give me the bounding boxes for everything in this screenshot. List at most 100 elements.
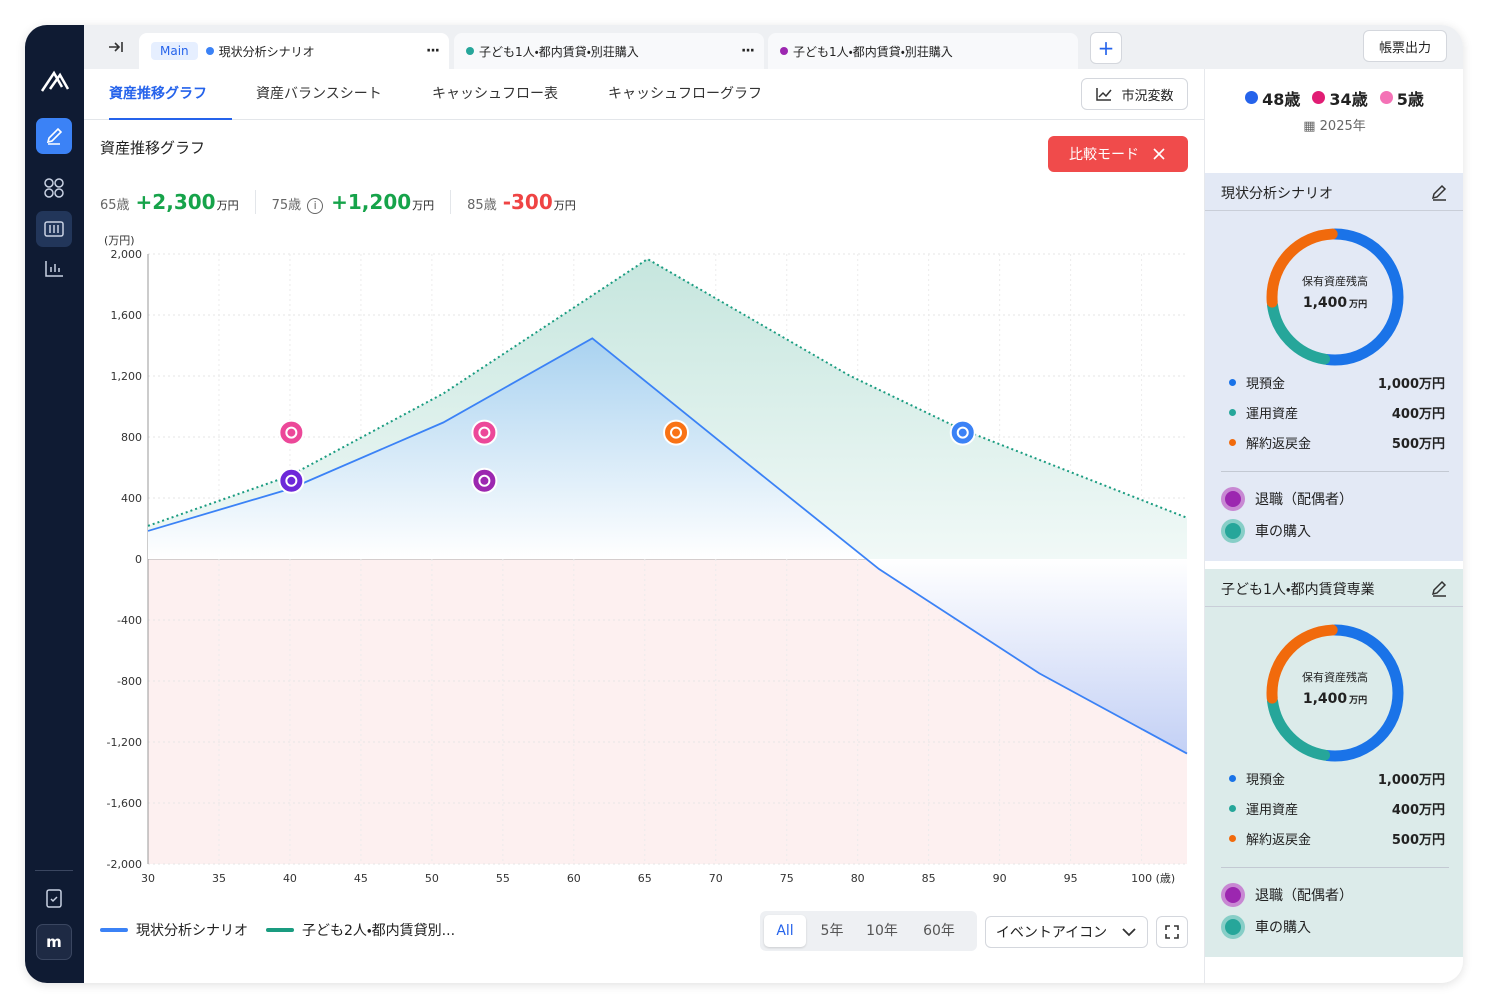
scenario-tab[interactable]: 子ども1人・都内賃貸・別荘購入 xyxy=(768,33,1078,69)
fullscreen-button[interactable] xyxy=(1156,916,1188,948)
card-title: 子ども1人・都内賃貸専業 xyxy=(1221,582,1375,598)
event-glyph xyxy=(285,426,298,439)
member-age: 5歳 xyxy=(1396,90,1424,109)
sub-tab[interactable]: キャッシュフローグラフ xyxy=(608,86,762,102)
compare-button[interactable]: 比較モード xyxy=(1048,136,1188,172)
scenario-tab[interactable]: 子ども1人・都内賃貸・別荘購入 ··· xyxy=(454,33,764,69)
range-group: All 5年 10年 60年 xyxy=(760,911,977,951)
donut-segment xyxy=(1266,228,1404,366)
asset-dot xyxy=(1229,835,1236,842)
event-row: 退職（配偶者） xyxy=(1221,487,1353,511)
asset-dot xyxy=(1229,439,1236,446)
legend-swatch xyxy=(266,928,294,932)
stat-age: 75歳 xyxy=(271,198,302,213)
event-dropdown[interactable]: イベントアイコン xyxy=(985,916,1148,948)
sub-tab[interactable]: 資産バランスシート xyxy=(256,86,382,102)
asset-dot xyxy=(1229,409,1236,416)
export-button[interactable]: 帳票出力 xyxy=(1363,30,1447,62)
donut-label: 保有資産残高 xyxy=(1302,670,1368,684)
task-nav[interactable] xyxy=(36,880,72,916)
x-tick-label: 80 xyxy=(851,872,865,885)
member-icon xyxy=(1312,91,1326,104)
x-tick-label: 100 xyxy=(1131,872,1152,885)
total-value: 1,400 xyxy=(1303,691,1348,707)
donut-total: 1,400 万円 xyxy=(1303,691,1367,707)
event-label: 車の購入 xyxy=(1255,524,1311,540)
asset-row: 現預金 1,000万円 xyxy=(1229,769,1445,788)
market-button[interactable]: 市況変数 xyxy=(1081,78,1188,110)
edit-nav[interactable] xyxy=(36,118,72,154)
y-tick-label: 1,600 xyxy=(111,309,143,322)
tab-label: 現状分析シナリオ xyxy=(218,44,315,59)
tab-label: 子ども1人・都内賃貸・別荘購入 xyxy=(793,44,953,59)
x-tick-label: 65 xyxy=(638,872,652,885)
event-badge xyxy=(1221,915,1245,939)
collapse-icon[interactable] xyxy=(106,37,126,57)
card-title: 現状分析シナリオ xyxy=(1221,186,1333,202)
event-icon[interactable] xyxy=(278,419,305,446)
range-button[interactable]: 60年 xyxy=(923,923,955,939)
avatar[interactable]: m xyxy=(36,924,72,960)
event-icon[interactable] xyxy=(663,419,690,446)
main-badge: Main xyxy=(151,42,198,60)
tab-label: 子ども1人・都内賃貸・別荘購入 xyxy=(479,44,639,59)
y-unit: (万円) xyxy=(104,234,135,247)
stat-value: -300 xyxy=(502,190,553,214)
y-tick-label: -1,600 xyxy=(107,797,142,810)
asset-dot xyxy=(1229,379,1236,386)
stats-row: 65歳 +2,300 万円 75歳 i +1,200 万円 85歳 -300 万円 xyxy=(100,187,592,217)
range-button[interactable]: 5年 xyxy=(820,923,844,939)
stat-value: +2,300 xyxy=(135,190,216,214)
event-glyph xyxy=(478,474,491,487)
sidebar: m xyxy=(25,25,84,983)
scenario-tab[interactable]: Main 現状分析シナリオ ··· xyxy=(139,33,449,69)
event-glyph xyxy=(956,426,969,439)
asset-row: 現預金 1,000万円 xyxy=(1229,373,1445,392)
event-marker xyxy=(471,419,498,446)
x-tick-label: 40 xyxy=(283,872,297,885)
card-header: 子ども1人・都内賃貸専業 xyxy=(1205,569,1463,607)
x-tick-label: 75 xyxy=(780,872,794,885)
event-icon[interactable] xyxy=(471,419,498,446)
asset-label: 解約返戻金 xyxy=(1246,437,1312,452)
sub-tab[interactable]: 資産推移グラフ xyxy=(109,69,232,120)
apps-nav[interactable] xyxy=(36,170,72,206)
tab-menu[interactable]: ··· xyxy=(426,43,440,59)
add-tab-button[interactable]: + xyxy=(1090,32,1122,64)
sub-tab[interactable]: キャッシュフロー表 xyxy=(432,86,558,102)
asset-dot xyxy=(1229,775,1236,782)
tab-bar: Main 現状分析シナリオ ··· 子ども1人・都内賃貸・別荘購入 ··· 子ども1… xyxy=(84,25,1463,69)
market-label: 市況変数 xyxy=(1121,88,1174,104)
edit-icon[interactable] xyxy=(1430,183,1448,205)
divider xyxy=(35,870,73,871)
event-icon[interactable] xyxy=(949,419,976,446)
asset-label: 運用資産 xyxy=(1246,407,1299,422)
stat-value: +1,200 xyxy=(331,190,412,214)
asset-value: 1,000万円 xyxy=(1377,377,1445,392)
report-nav[interactable] xyxy=(36,250,72,286)
event-icon[interactable] xyxy=(278,467,305,494)
event-icon[interactable] xyxy=(471,467,498,494)
member-icon xyxy=(1379,91,1393,104)
x-tick-label: 85 xyxy=(922,872,936,885)
info-icon: i xyxy=(307,197,324,214)
x-tick-label: 95 xyxy=(1064,872,1078,885)
x-tick-label: 30 xyxy=(141,872,155,885)
event-label: 退職（配偶者） xyxy=(1255,888,1353,904)
stat-unit: 万円 xyxy=(412,199,435,212)
donut-chart: 保有資産残高 1,400 万円 xyxy=(1266,624,1404,762)
x-tick-label: 60 xyxy=(567,872,581,885)
series-area xyxy=(148,338,1187,754)
event-row: 車の購入 xyxy=(1221,915,1311,939)
range-button[interactable]: All xyxy=(764,915,806,947)
stat: 75歳 i +1,200 万円 xyxy=(254,190,451,214)
event-glyph xyxy=(478,426,491,439)
asset-label: 現預金 xyxy=(1246,377,1286,392)
tab-menu[interactable]: ··· xyxy=(741,43,755,59)
x-tick-label: 45 xyxy=(354,872,368,885)
dropdown-label: イベントアイコン xyxy=(995,925,1108,941)
legend: 現状分析シナリオ 子ども2人・都内賃貸別... xyxy=(100,920,455,940)
edit-icon[interactable] xyxy=(1430,579,1448,601)
range-button[interactable]: 10年 xyxy=(866,923,898,939)
compare-nav[interactable] xyxy=(36,211,72,247)
